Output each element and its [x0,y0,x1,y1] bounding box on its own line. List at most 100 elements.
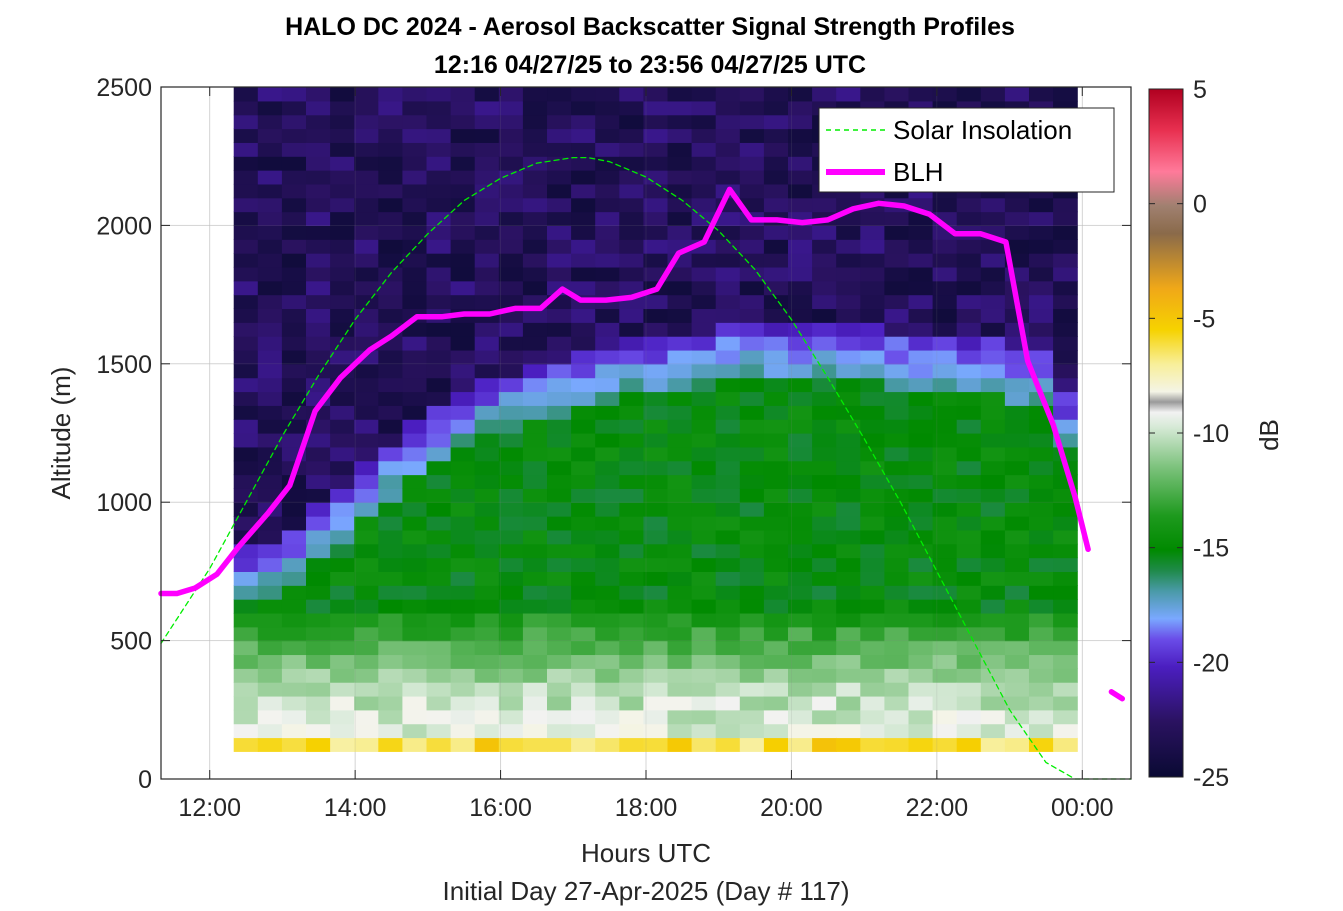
heatmap-cell [884,571,910,586]
heatmap-cell [788,737,813,752]
heatmap-cell [450,142,476,157]
x-tick-label: 14:00 [324,794,387,822]
heatmap-cell [498,557,524,572]
heatmap-cell [330,599,355,614]
heatmap-cell [450,253,476,268]
heatmap-cell [691,156,717,171]
heatmap-cell [450,128,476,143]
heatmap-cell [378,156,404,171]
heatmap-cell [330,170,355,185]
heatmap-cell [643,571,669,586]
heatmap-cell [281,239,307,254]
heatmap-cell [378,239,404,254]
x-tick-label: 20:00 [760,794,823,822]
heatmap-cell [474,377,500,393]
heatmap-cell [956,695,982,711]
heatmap-cell [691,308,717,323]
heatmap-cell [812,336,837,351]
heatmap-cell [281,114,307,130]
heatmap-cell [474,211,500,226]
heatmap-cell [233,100,259,116]
heatmap-cell [691,460,717,476]
heatmap-cell [715,377,741,393]
heatmap-cell [378,474,404,489]
heatmap-cell [522,502,548,517]
heatmap-cell [956,571,982,586]
heatmap-cell [667,460,693,476]
heatmap-cell [884,433,910,448]
heatmap-cell [667,322,693,337]
heatmap-cell [956,557,982,572]
heatmap-cell [426,682,452,697]
heatmap-cell [932,87,958,102]
heatmap-cell [691,280,717,296]
heatmap-cell [330,433,355,448]
heatmap-cell [788,128,813,143]
colorbar-tick-label: -25 [1193,764,1229,792]
heatmap-cell [547,474,572,489]
heatmap-cell [281,640,307,656]
heatmap-cell [522,308,548,323]
heatmap-cell [330,543,355,559]
heatmap-cell [619,197,644,213]
heatmap-cell [980,709,1006,725]
heatmap-cell [547,266,572,282]
heatmap-cell [619,682,644,697]
heatmap-cell [281,571,307,586]
heatmap-cell [1028,322,1054,337]
heatmap-cell [571,405,596,420]
heatmap-cell [281,405,307,420]
heatmap-cell [980,502,1006,517]
heatmap-cell [956,654,982,669]
heatmap-cell [330,336,355,351]
heatmap-cell [715,612,741,628]
heatmap-cell [498,336,524,351]
heatmap-cell [426,585,452,600]
heatmap-cell [1028,266,1054,282]
heatmap-cell [980,239,1006,254]
heatmap-cell [402,474,428,489]
heatmap-cell [763,336,789,351]
heatmap-cell [836,294,861,310]
heatmap-cell [402,253,428,268]
heatmap-cell [884,654,910,669]
heatmap-cell [522,363,548,379]
heatmap-cell [547,516,572,531]
heatmap-cell [257,294,283,310]
heatmap-cell [402,571,428,586]
heatmap-cell [450,405,476,420]
heatmap-cell [908,612,934,628]
heatmap-cell [450,529,476,545]
heatmap-cell [1004,349,1030,365]
heatmap-cell [667,87,693,102]
heatmap-cell [498,502,524,517]
heatmap-cell [691,571,717,586]
heatmap-cell [1028,682,1054,697]
heatmap-cell [643,474,669,489]
heatmap-cell [354,654,379,669]
heatmap-cell [739,654,765,669]
heatmap-cell [1028,695,1054,711]
heatmap-cell [402,100,428,116]
legend-label-solar: Solar Insolation [893,115,1072,145]
heatmap-cell [908,239,934,254]
heatmap-cell [233,197,259,213]
heatmap-cell [763,737,789,752]
heatmap-cell [860,253,885,268]
heatmap-cell [281,377,307,393]
heatmap-cell [980,668,1006,683]
heatmap-cell [257,280,283,296]
heatmap-cell [402,612,428,628]
heatmap-cell [643,253,669,268]
heatmap-cell [788,460,813,476]
heatmap-cell [306,156,331,171]
heatmap-cell [281,225,307,240]
heatmap-cell [595,460,620,476]
heatmap-cell [836,363,861,379]
heatmap-cell [257,142,283,157]
heatmap-cell [354,100,379,116]
heatmap-cell [1004,391,1030,406]
heatmap-cell [547,183,572,199]
heatmap-cell [643,197,669,213]
heatmap-cell [1028,502,1054,517]
